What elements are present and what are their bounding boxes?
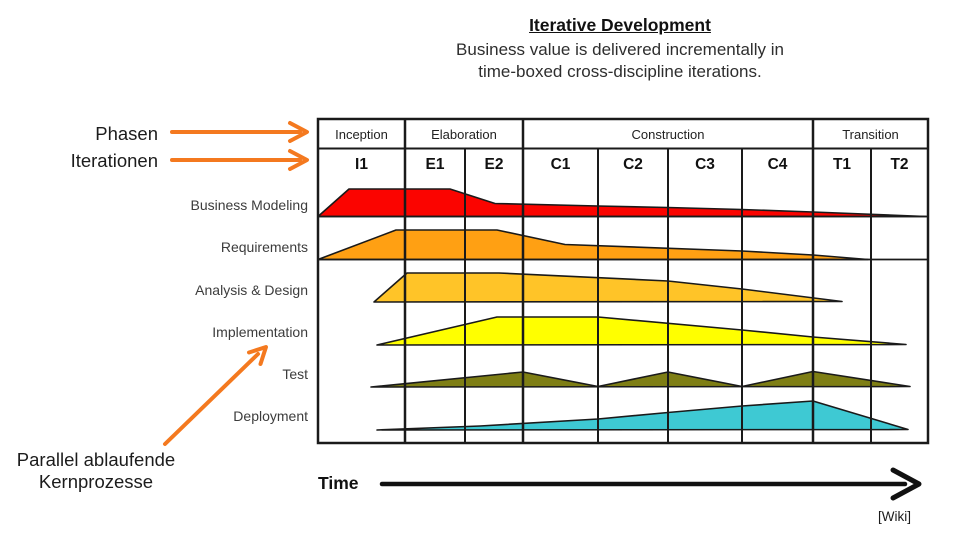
iteration-cell-i1: I1 [355, 156, 368, 173]
hump-test [370, 370, 911, 388]
iteration-cell-c2: C2 [623, 156, 643, 173]
annotation-arrows [163, 121, 309, 446]
iteration-cell-e2: E2 [484, 156, 504, 173]
phase-cell-elaboration: Elaboration [431, 127, 497, 142]
diagram-subtitle-line1: Business value is delivered incrementall… [456, 40, 784, 59]
grid-border [316, 117, 930, 445]
parallel-kernprozesse-arrow [163, 345, 268, 446]
iteration-cell-t1: T1 [832, 156, 852, 173]
hump-business-modeling [317, 188, 927, 218]
row-label-analysis-design: Analysis & Design [195, 282, 308, 298]
hump-requirements [317, 229, 869, 261]
parallel-kernprozesse-label: Parallel ablaufende Kernprozesse [0, 449, 192, 493]
diagram-title: Iterative Development [529, 15, 711, 35]
iteration-cell-e1: E1 [425, 156, 445, 173]
hump-deployment [376, 400, 909, 431]
parallel-label-line2: Kernprozesse [38, 471, 154, 492]
row-label-deployment: Deployment [233, 408, 308, 424]
row-label-requirements: Requirements [220, 239, 308, 255]
phasen-arrow [170, 121, 309, 143]
row-label-implementation: Implementation [212, 324, 308, 340]
diagram-subtitle-line2: time-boxed cross-discipline iterations. [478, 62, 762, 81]
effort-humps [317, 188, 927, 431]
phase-cell-construction: Construction [631, 127, 705, 142]
time-arrow [379, 467, 922, 501]
parallel-label-line1: Parallel ablaufende [16, 449, 176, 470]
phasen-label: Phasen [95, 123, 158, 144]
iteration-cell-c1: C1 [550, 156, 571, 173]
iterationen-arrow [170, 149, 309, 171]
phase-cell-inception: Inception [335, 127, 388, 142]
iteration-cell-c4: C4 [767, 156, 788, 173]
hump-analysis-design [373, 272, 843, 303]
grid-lines [316, 117, 930, 445]
row-label-test: Test [282, 366, 308, 382]
row-label-business-modeling: Business Modeling [190, 197, 308, 213]
hump-implementation [376, 316, 907, 346]
diagram-header: Iterative Development Business value is … [280, 14, 957, 83]
iterationen-label: Iterationen [70, 150, 158, 171]
phase-cell-transition: Transition [842, 127, 899, 142]
iteration-cell-c3: C3 [695, 156, 715, 173]
time-label: Time [318, 473, 359, 493]
iteration-cell-t2: T2 [890, 156, 909, 173]
wiki-credit: [Wiki] [878, 509, 911, 524]
